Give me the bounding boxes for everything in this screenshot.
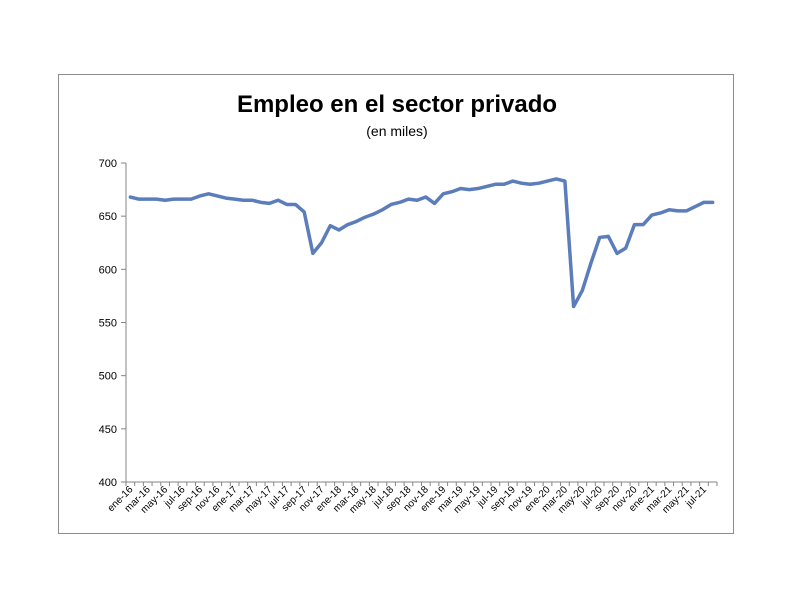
data-point bbox=[276, 199, 280, 202]
data-point bbox=[268, 202, 271, 205]
data-point bbox=[511, 179, 514, 183]
data-point bbox=[329, 224, 332, 227]
data-point bbox=[311, 252, 315, 255]
series-line bbox=[128, 177, 715, 309]
data-point bbox=[667, 208, 671, 211]
data-point bbox=[407, 197, 410, 201]
data-point bbox=[233, 197, 236, 201]
data-point bbox=[155, 197, 158, 201]
y-axis: 400 450 500 550 600 650 700 bbox=[99, 158, 127, 489]
data-point bbox=[372, 212, 375, 216]
data-point bbox=[363, 216, 367, 219]
data-point bbox=[381, 208, 384, 211]
data-point bbox=[320, 241, 323, 244]
data-point bbox=[502, 183, 506, 186]
y-tick-label: 500 bbox=[99, 371, 117, 383]
data-point bbox=[546, 179, 549, 183]
data-point bbox=[615, 252, 619, 255]
series-layer bbox=[128, 177, 715, 309]
y-tick-label: 450 bbox=[99, 424, 117, 436]
y-tick-label: 600 bbox=[99, 264, 117, 276]
data-point bbox=[294, 203, 297, 206]
data-point bbox=[302, 210, 306, 214]
data-point bbox=[702, 201, 706, 204]
chart-subtitle: (en miles) bbox=[366, 123, 427, 139]
data-point bbox=[285, 203, 288, 206]
data-point bbox=[189, 197, 193, 201]
data-point bbox=[216, 194, 219, 198]
data-point bbox=[711, 201, 714, 204]
chart-title: Empleo en el sector privado bbox=[237, 91, 557, 118]
data-point bbox=[424, 195, 428, 199]
data-point bbox=[181, 197, 184, 201]
y-tick-label: 650 bbox=[99, 211, 117, 223]
data-point bbox=[633, 223, 636, 226]
data-point bbox=[694, 205, 697, 208]
data-point bbox=[433, 202, 436, 205]
data-point bbox=[137, 197, 141, 201]
data-point bbox=[624, 246, 627, 250]
data-point bbox=[389, 203, 393, 206]
x-axis: ene-16mar-16may-16jul-16sep-16nov-16ene-… bbox=[106, 481, 718, 516]
data-point bbox=[589, 261, 593, 265]
data-point bbox=[685, 209, 688, 213]
data-point bbox=[650, 213, 654, 217]
data-point bbox=[485, 185, 488, 188]
data-point bbox=[398, 201, 401, 204]
data-point bbox=[528, 183, 532, 186]
data-point bbox=[476, 187, 480, 190]
data-point bbox=[163, 199, 167, 202]
data-point bbox=[242, 199, 245, 202]
data-point bbox=[607, 235, 610, 238]
data-point bbox=[129, 195, 132, 199]
data-point bbox=[442, 192, 445, 196]
data-point bbox=[572, 305, 575, 308]
data-point bbox=[224, 196, 228, 200]
data-point bbox=[520, 182, 523, 185]
data-point bbox=[494, 183, 497, 186]
data-point bbox=[659, 211, 662, 215]
data-point bbox=[337, 228, 341, 232]
y-tick-label: 400 bbox=[99, 477, 117, 489]
data-point bbox=[259, 201, 262, 204]
data-point bbox=[581, 289, 584, 292]
data-point bbox=[207, 192, 210, 196]
data-point bbox=[676, 209, 680, 213]
data-point bbox=[450, 190, 454, 193]
data-point bbox=[459, 187, 462, 190]
y-tick-label: 700 bbox=[99, 158, 117, 170]
y-tick-label: 550 bbox=[99, 318, 117, 330]
data-point bbox=[598, 236, 601, 239]
data-point bbox=[641, 223, 645, 226]
data-point bbox=[346, 223, 349, 226]
data-point bbox=[146, 197, 149, 201]
data-point bbox=[355, 220, 358, 223]
data-point bbox=[198, 194, 202, 198]
data-point bbox=[468, 188, 471, 191]
line-chart: Empleo en el sector privado (en miles) 4… bbox=[99, 91, 718, 516]
data-point bbox=[415, 199, 419, 202]
data-point bbox=[537, 182, 541, 185]
data-point bbox=[250, 199, 254, 202]
data-point bbox=[172, 197, 176, 201]
chart-frame: Empleo en el sector privado (en miles) 4… bbox=[58, 74, 734, 534]
data-point bbox=[563, 179, 567, 183]
data-point bbox=[555, 177, 558, 181]
